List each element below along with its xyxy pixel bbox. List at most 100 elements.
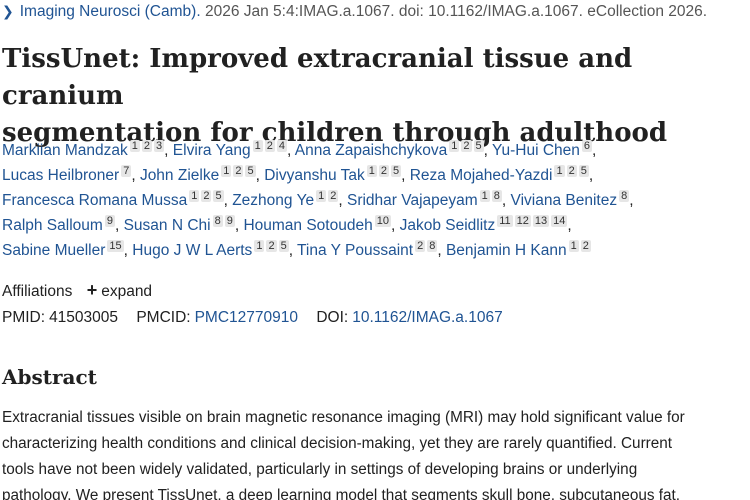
author-link[interactable]: Divyanshu Tak <box>264 167 365 184</box>
author-link[interactable]: Ralph Salloum <box>2 217 103 234</box>
affiliation-number[interactable]: 4 <box>276 140 287 152</box>
affiliation-number[interactable]: 2 <box>264 140 275 152</box>
author-item: Benjamin H Kann 1 2 <box>445 240 591 259</box>
affiliation-number[interactable]: 1 <box>252 140 263 152</box>
author-item: Tina Y Poussaint 2 8, <box>297 240 446 259</box>
affiliation-number[interactable]: 11 <box>497 215 513 227</box>
doi-label: DOI: <box>316 309 349 326</box>
title-line: TissUnet: Improved extracranial tissue a… <box>2 44 633 111</box>
author-item: Sridhar Vajapeyam 1 8, <box>346 190 511 209</box>
pmcid-link[interactable]: PMC12770910 <box>194 309 299 326</box>
affiliation-number[interactable]: 5 <box>473 140 484 152</box>
author-link[interactable]: Viviana Benitez <box>510 192 618 209</box>
author-separator: , <box>114 217 124 234</box>
affiliation-number[interactable]: 2 <box>141 140 153 152</box>
author-separator: , <box>592 142 597 159</box>
author-separator: , <box>629 192 634 209</box>
author-link[interactable]: Benjamin H Kann <box>445 242 567 259</box>
author-link[interactable]: Yu-Hui Chen <box>492 142 580 159</box>
affiliation-number[interactable]: 2 <box>566 165 577 177</box>
author-link[interactable]: Reza Mojahed-Yazdi <box>409 167 553 184</box>
affiliation-number[interactable]: 1 <box>316 190 327 202</box>
author-item: Ralph Salloum 9, <box>2 215 124 234</box>
affiliation-number[interactable]: 1 <box>129 140 140 152</box>
affiliation-number[interactable]: 2 <box>580 240 591 252</box>
affiliation-number[interactable]: 1 <box>221 165 232 177</box>
affiliation-number[interactable]: 7 <box>121 165 132 177</box>
author-link[interactable]: Hugo J W L Aerts <box>132 242 253 259</box>
author-link[interactable]: Zezhong Ye <box>232 192 315 209</box>
author-item: Lucas Heilbroner 7, <box>2 165 140 184</box>
author-separator: , <box>483 142 492 159</box>
citation-details: 2026 Jan 5:4:IMAG.a.1067. doi: 10.1162/I… <box>204 3 708 20</box>
affiliation-number[interactable]: 8 <box>491 190 502 202</box>
affiliation-number[interactable]: 10 <box>374 215 391 227</box>
author-link[interactable]: Lucas Heilbroner <box>2 167 120 184</box>
author-line: Sabine Mueller 15, Hugo J W L Aerts 1 2 5, T… <box>2 238 747 263</box>
affiliation-number[interactable]: 3 <box>154 140 165 152</box>
affiliation-number[interactable]: 2 <box>328 190 339 202</box>
affiliation-number[interactable]: 8 <box>619 190 630 202</box>
affiliation-number[interactable]: 1 <box>568 240 579 252</box>
author-link[interactable]: Markiian Mandzak <box>2 142 128 159</box>
affiliation-number[interactable]: 5 <box>390 165 402 177</box>
affiliation-number[interactable]: 1 <box>189 190 200 202</box>
author-item: Hugo J W L Aerts 1 2 5, <box>132 240 298 259</box>
affiliation-number[interactable]: 8 <box>427 240 438 252</box>
author-link[interactable]: Sridhar Vajapeyam <box>346 192 478 209</box>
author-item: Francesca Romana Mussa 1 2 5, <box>2 190 233 209</box>
abstract-line: pathology. We present TissUnet, a deep l… <box>2 487 681 500</box>
author-link[interactable]: Tina Y Poussaint <box>297 242 414 259</box>
author-link[interactable]: Elvira Yang <box>172 142 251 159</box>
affiliation-number[interactable]: 1 <box>479 190 490 202</box>
author-separator: , <box>164 142 173 159</box>
author-link[interactable]: Francesca Romana Mussa <box>2 192 188 209</box>
affiliation-number[interactable]: 1 <box>554 165 565 177</box>
affiliation-number[interactable]: 5 <box>578 165 589 177</box>
affiliation-number[interactable]: 8 <box>212 215 223 227</box>
author-item: Sabine Mueller 15, <box>2 240 132 259</box>
affiliation-number[interactable]: 2 <box>266 240 277 252</box>
affiliation-number[interactable]: 2 <box>378 165 389 177</box>
affiliations-label: Affiliations <box>2 283 73 300</box>
affiliation-number[interactable]: 9 <box>104 215 115 227</box>
author-separator: , <box>567 217 572 234</box>
author-line: Ralph Salloum 9, Susan N Chi 8 9, Houman So… <box>2 213 747 238</box>
author-link[interactable]: Sabine Mueller <box>2 242 106 259</box>
author-item: Houman Sotoudeh 10, <box>243 215 399 234</box>
affiliation-number[interactable]: 15 <box>107 240 124 252</box>
affiliation-number[interactable]: 2 <box>233 165 244 177</box>
author-link[interactable]: Susan N Chi <box>123 217 211 234</box>
affiliation-number[interactable]: 1 <box>254 240 265 252</box>
affiliation-number[interactable]: 2 <box>415 240 426 252</box>
affiliation-number[interactable]: 14 <box>551 215 568 227</box>
expand-affiliations-button[interactable]: + expand <box>87 280 152 300</box>
affiliation-number[interactable]: 1 <box>449 140 460 152</box>
affiliation-number[interactable]: 13 <box>532 215 550 227</box>
author-separator: , <box>223 192 233 209</box>
affiliation-number[interactable]: 5 <box>213 190 224 202</box>
affiliation-number[interactable]: 6 <box>581 140 593 152</box>
author-item: Yu-Hui Chen 6, <box>492 140 597 159</box>
author-link[interactable]: John Zielke <box>139 167 220 184</box>
author-link[interactable]: Jakob Seidlitz <box>399 217 496 234</box>
author-item: Reza Mojahed-Yazdi 1 2 5, <box>409 165 593 184</box>
chevron-right-icon[interactable]: ❯ <box>2 3 14 19</box>
journal-link[interactable]: Imaging Neurosci (Camb). <box>19 3 201 20</box>
affiliation-number[interactable]: 2 <box>461 140 472 152</box>
affiliation-number[interactable]: 5 <box>278 240 289 252</box>
author-link[interactable]: Anna Zapaishchykova <box>294 142 448 159</box>
affiliation-number[interactable]: 2 <box>201 190 212 202</box>
affiliation-number[interactable]: 12 <box>514 215 531 227</box>
author-separator: , <box>288 242 298 259</box>
affiliation-number[interactable]: 9 <box>224 215 235 227</box>
author-separator: , <box>401 167 410 184</box>
author-item: Susan N Chi 8 9, <box>123 215 244 234</box>
abstract-text: Extracranial tissues visible on brain ma… <box>2 405 744 500</box>
author-link[interactable]: Houman Sotoudeh <box>243 217 373 234</box>
affiliation-number[interactable]: 1 <box>366 165 377 177</box>
affiliation-number[interactable]: 5 <box>245 165 256 177</box>
doi-link[interactable]: 10.1162/IMAG.a.1067 <box>352 309 503 326</box>
identifiers-row: PMID: 41503005 PMCID: PMC12770910 DOI: 10.1… <box>2 309 517 327</box>
